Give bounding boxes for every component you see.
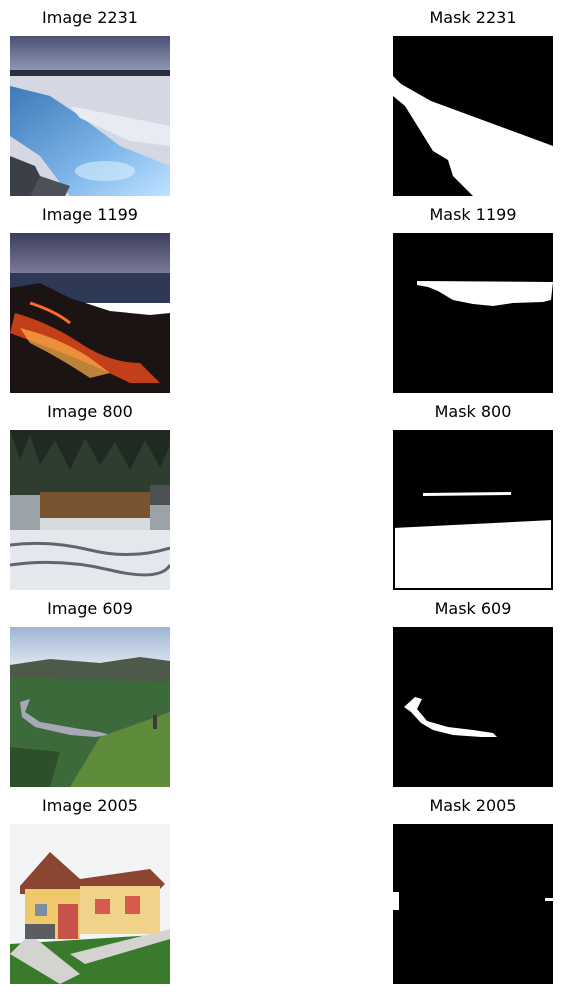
row-2005: Image 2005 Mask 2005 [0, 795, 562, 992]
mask-title: Mask 1199 [429, 205, 517, 224]
image-panel-2231 [10, 36, 170, 196]
river-valley-image [10, 627, 170, 787]
image-title: Image 2005 [42, 796, 138, 815]
image-title: Image 1199 [42, 205, 138, 224]
row-2231: Image 2231 Mask 2231 [0, 7, 562, 204]
row-1199: Image 1199 Mask 1199 [0, 204, 562, 401]
house-image [10, 824, 170, 984]
image-title: Image 800 [47, 402, 133, 421]
mask-title: Mask 800 [434, 402, 512, 421]
mask-panel-2231 [393, 36, 553, 196]
row-800: Image 800 Mask 800 [0, 401, 562, 598]
mask-panel-2005 [393, 824, 553, 984]
icy-river-image [10, 36, 170, 196]
lava-image [10, 233, 170, 393]
mask-title: Mask 2005 [429, 796, 517, 815]
sparse-mask [393, 824, 553, 984]
image-panel-2005 [10, 824, 170, 984]
image-title: Image 609 [47, 599, 133, 618]
waterfall-image [10, 430, 170, 590]
mask-panel-1199 [393, 233, 553, 393]
image-title: Image 2231 [42, 8, 138, 27]
sea-mask [393, 233, 553, 393]
image-panel-609 [10, 627, 170, 787]
mask-panel-800 [393, 430, 553, 590]
water-mask [393, 430, 553, 590]
mask-title: Mask 2231 [429, 8, 517, 27]
mask-panel-609 [393, 627, 553, 787]
river-mask [393, 36, 553, 196]
row-609: Image 609 Mask 609 [0, 598, 562, 795]
image-panel-1199 [10, 233, 170, 393]
mask-title: Mask 609 [434, 599, 512, 618]
image-panel-800 [10, 430, 170, 590]
river-mask [393, 627, 553, 787]
